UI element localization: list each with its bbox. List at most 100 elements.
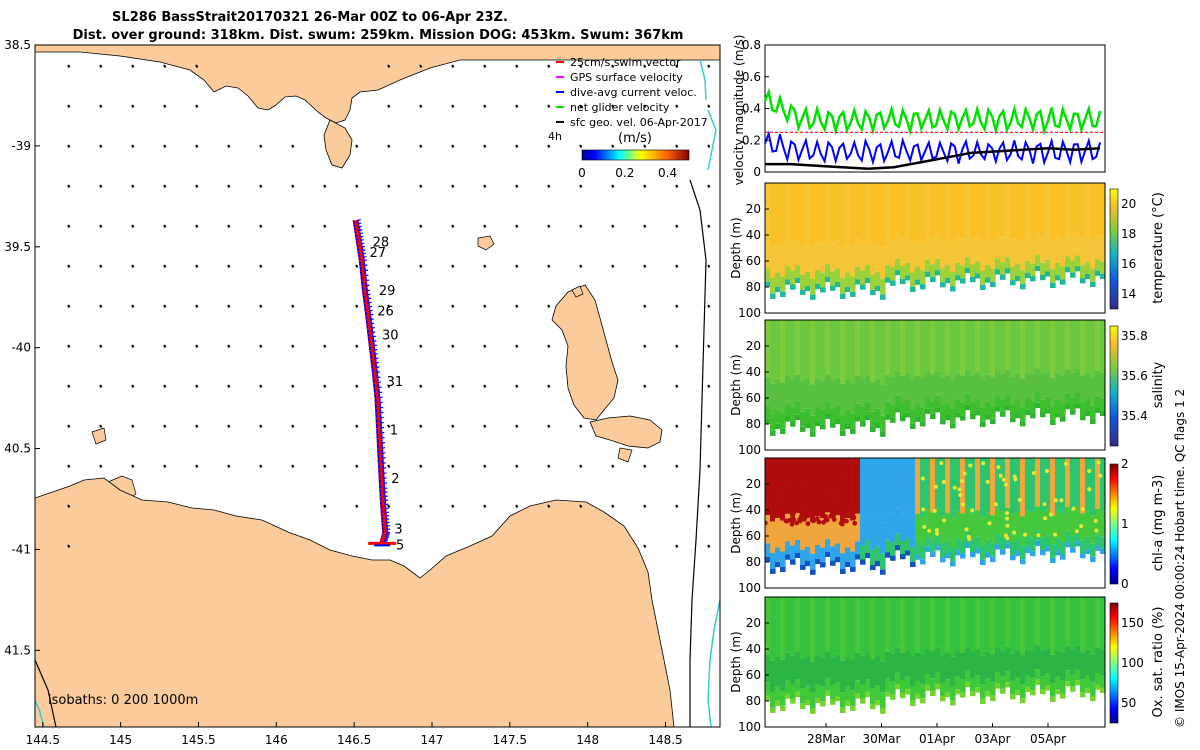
section-cell	[965, 507, 971, 532]
section-cell	[985, 512, 991, 540]
section-cell	[870, 597, 876, 659]
section-cell	[860, 320, 866, 379]
chl-sample	[968, 463, 973, 468]
surface-vector	[611, 504, 615, 509]
section-cell	[1075, 541, 1081, 547]
section-cell	[1085, 536, 1091, 549]
land-island-small-5	[617, 447, 633, 463]
current-vector	[380, 446, 386, 450]
section-cell	[930, 678, 936, 691]
surface-vector	[675, 544, 679, 549]
section-cell	[855, 266, 861, 280]
section-cell	[1050, 240, 1056, 269]
surface-vector	[67, 104, 71, 109]
section-cell	[1045, 534, 1051, 547]
section-cell	[855, 416, 861, 422]
section-cell	[1100, 458, 1105, 511]
section-cell	[1085, 458, 1091, 511]
section-cell	[900, 183, 906, 239]
surface-vector	[99, 264, 103, 269]
section-cell	[985, 183, 991, 238]
section-cell	[870, 274, 876, 290]
section-cell	[980, 421, 986, 427]
section-cell	[1050, 515, 1056, 544]
section-cell	[940, 405, 946, 420]
section-cell	[790, 684, 796, 699]
section-cell	[1090, 597, 1096, 655]
swim-vector	[365, 319, 372, 322]
section-cell	[900, 597, 906, 653]
current-vector	[379, 421, 384, 424]
section-cell	[815, 558, 821, 565]
section-cell	[985, 597, 991, 652]
title-line-2: Dist. over ground: 318km. Dist. swum: 25…	[73, 28, 684, 43]
section-cell	[785, 375, 791, 404]
section-cell	[850, 276, 856, 292]
map-x-tick-label: 145	[109, 733, 132, 747]
section-cell	[960, 320, 966, 376]
section-cell	[905, 650, 911, 677]
section-cell	[870, 183, 876, 245]
section-colorbar-label: chl-a (mg m-3)	[1151, 475, 1166, 572]
section-cell	[835, 654, 841, 683]
chl-sample	[838, 485, 843, 491]
section-cell	[1095, 509, 1101, 535]
chl-sample	[832, 481, 838, 487]
chl-sample	[981, 461, 986, 466]
section-cell	[985, 237, 991, 265]
chl-sample	[827, 493, 833, 498]
section-cell	[1070, 372, 1076, 398]
surface-vector	[515, 144, 519, 149]
section-cell	[785, 320, 791, 376]
section-cell	[805, 699, 811, 706]
surface-vector	[387, 184, 391, 189]
map-x-tick-label: 148.5	[648, 733, 682, 747]
section-cell	[1005, 671, 1011, 683]
section-cell	[830, 271, 836, 286]
section-cell	[820, 701, 826, 707]
section-cell	[775, 183, 781, 243]
chl-sample	[793, 466, 799, 471]
section-cell	[860, 597, 866, 656]
section-colorbar	[1109, 602, 1119, 724]
chl-sample	[994, 502, 998, 507]
section-cell	[1090, 515, 1096, 544]
section-cell	[820, 243, 826, 273]
section-colorbar-tick: 50	[1121, 696, 1136, 710]
section-cell	[880, 458, 886, 523]
day-label: 3	[394, 522, 402, 537]
section-y-tick-label: 80	[746, 417, 761, 431]
surface-vector	[579, 64, 583, 69]
section-cell	[895, 458, 901, 509]
surface-vector	[291, 384, 295, 389]
section-cell	[995, 269, 1001, 275]
shelf-edge-east	[689, 179, 707, 727]
section-cell	[765, 405, 771, 419]
surface-vector	[547, 304, 551, 309]
chl-sample	[815, 506, 821, 512]
surface-vector	[515, 464, 519, 469]
section-cell	[845, 243, 851, 273]
section-cell	[800, 519, 806, 550]
section-cell	[995, 258, 1001, 270]
section-cell	[945, 553, 951, 559]
surface-vector	[643, 504, 647, 509]
section-cell	[1080, 402, 1086, 416]
section-cell	[925, 685, 931, 691]
section-cell	[815, 283, 821, 290]
swim-vector	[356, 246, 363, 250]
section-cell	[1060, 458, 1066, 514]
section-cell	[855, 652, 861, 681]
section-cell	[865, 552, 871, 559]
section-cell	[795, 320, 801, 375]
section-cell	[1040, 275, 1046, 281]
swim-vector	[375, 422, 382, 425]
section-cell	[800, 411, 806, 427]
section-cell	[970, 374, 976, 402]
section-cell	[810, 183, 816, 248]
section-cell	[820, 183, 826, 244]
surface-vector	[451, 464, 455, 469]
land-island-small-1	[477, 235, 495, 251]
section-cell	[1050, 597, 1056, 655]
section-cell	[1000, 650, 1006, 677]
